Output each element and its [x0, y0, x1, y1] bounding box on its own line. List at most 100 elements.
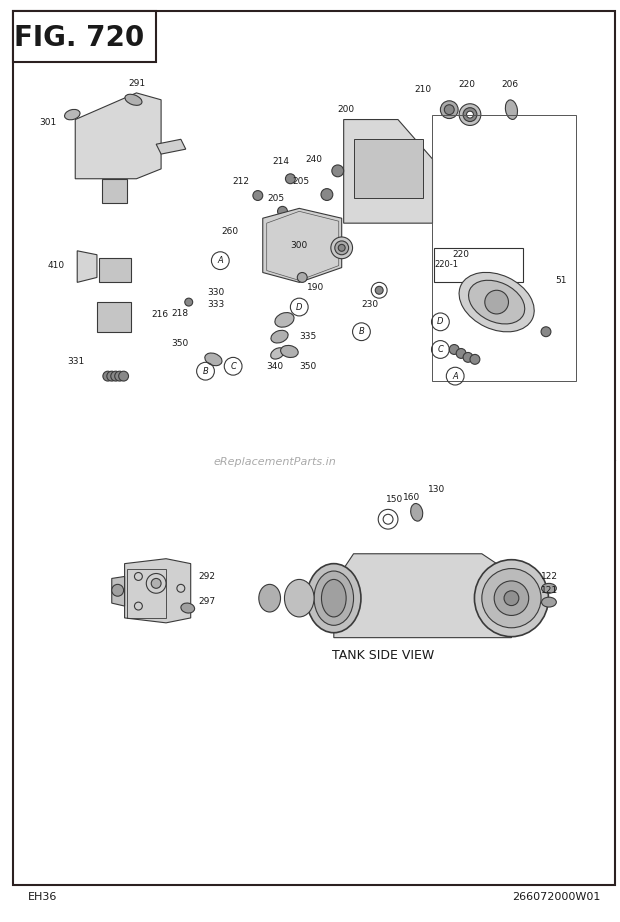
Text: FIG. 720: FIG. 720 [14, 24, 144, 52]
Text: TANK SIDE VIEW: TANK SIDE VIEW [332, 649, 434, 662]
Text: D: D [296, 302, 303, 312]
Text: 297: 297 [198, 597, 216, 606]
Text: 121: 121 [541, 585, 558, 595]
Polygon shape [156, 139, 186, 154]
Circle shape [185, 298, 193, 306]
Text: 350: 350 [171, 339, 188, 349]
Text: 230: 230 [361, 300, 379, 309]
Ellipse shape [463, 108, 477, 122]
Bar [126, 569, 166, 618]
Text: 218: 218 [171, 310, 188, 318]
Text: 216: 216 [151, 311, 169, 319]
Ellipse shape [271, 348, 285, 359]
Text: 200: 200 [337, 105, 354, 114]
Text: 51: 51 [555, 276, 566, 285]
Text: B: B [203, 367, 208, 375]
Text: A: A [218, 256, 223, 266]
Ellipse shape [494, 581, 529, 616]
Ellipse shape [505, 100, 518, 120]
Text: 206: 206 [501, 80, 518, 89]
Ellipse shape [281, 346, 298, 358]
Text: 160: 160 [403, 493, 420, 502]
Ellipse shape [125, 94, 142, 105]
Circle shape [321, 189, 333, 200]
Ellipse shape [469, 280, 525, 324]
Circle shape [463, 352, 473, 362]
Circle shape [151, 578, 161, 588]
Text: 350: 350 [299, 361, 317, 371]
Circle shape [112, 585, 123, 597]
Ellipse shape [335, 241, 348, 254]
Polygon shape [97, 302, 131, 332]
Text: 330: 330 [208, 288, 224, 297]
Text: 205: 205 [293, 177, 310, 186]
Ellipse shape [275, 313, 294, 327]
Text: D: D [437, 317, 444, 326]
Text: 260: 260 [221, 227, 239, 235]
Ellipse shape [307, 563, 361, 632]
Polygon shape [75, 93, 161, 179]
Ellipse shape [339, 244, 345, 252]
Circle shape [450, 345, 459, 354]
Text: eReplacementParts.in: eReplacementParts.in [213, 457, 336, 467]
Text: 291: 291 [128, 78, 145, 88]
Circle shape [445, 105, 454, 114]
Text: A: A [453, 372, 458, 381]
Text: 190: 190 [307, 283, 324, 291]
Circle shape [298, 273, 307, 282]
Text: 130: 130 [428, 485, 445, 494]
Ellipse shape [459, 272, 534, 332]
Text: 410: 410 [48, 261, 64, 270]
Polygon shape [112, 576, 125, 606]
Circle shape [541, 326, 551, 337]
Ellipse shape [321, 579, 346, 617]
Circle shape [470, 354, 480, 364]
Text: B: B [358, 327, 365, 337]
Text: 335: 335 [299, 332, 317, 341]
Circle shape [103, 372, 113, 381]
Text: 331: 331 [68, 357, 84, 366]
Text: 340: 340 [267, 361, 284, 371]
Bar [433, 114, 575, 381]
Text: 220: 220 [459, 80, 476, 89]
Ellipse shape [541, 584, 556, 593]
Ellipse shape [410, 503, 423, 521]
Ellipse shape [474, 560, 549, 637]
Ellipse shape [331, 237, 353, 259]
Circle shape [253, 191, 263, 200]
Circle shape [485, 290, 508, 314]
Polygon shape [102, 179, 126, 204]
Text: 214: 214 [273, 158, 290, 167]
Ellipse shape [314, 571, 353, 625]
Text: 220-1: 220-1 [435, 260, 458, 269]
Bar [353, 139, 423, 198]
Text: C: C [230, 361, 236, 371]
Ellipse shape [271, 330, 288, 343]
Circle shape [115, 372, 125, 381]
Ellipse shape [259, 585, 280, 612]
Text: C: C [438, 345, 443, 354]
Text: 333: 333 [208, 300, 224, 309]
Ellipse shape [541, 597, 556, 607]
Ellipse shape [285, 579, 314, 617]
Text: 266072000W01: 266072000W01 [512, 892, 600, 903]
Text: 212: 212 [232, 177, 249, 186]
Ellipse shape [504, 591, 519, 606]
Ellipse shape [64, 110, 80, 120]
Text: 220: 220 [452, 250, 469, 259]
Circle shape [285, 174, 295, 183]
Circle shape [107, 372, 117, 381]
Ellipse shape [466, 112, 474, 118]
Text: 205: 205 [268, 194, 285, 203]
Polygon shape [99, 258, 131, 282]
Polygon shape [78, 251, 97, 282]
Ellipse shape [205, 353, 222, 366]
Circle shape [332, 165, 343, 177]
Polygon shape [334, 554, 511, 638]
Text: 150: 150 [386, 495, 404, 504]
Polygon shape [263, 208, 342, 282]
Text: 292: 292 [198, 572, 216, 581]
Text: 240: 240 [306, 155, 322, 163]
Text: 122: 122 [541, 572, 558, 581]
Bar [435, 248, 523, 282]
